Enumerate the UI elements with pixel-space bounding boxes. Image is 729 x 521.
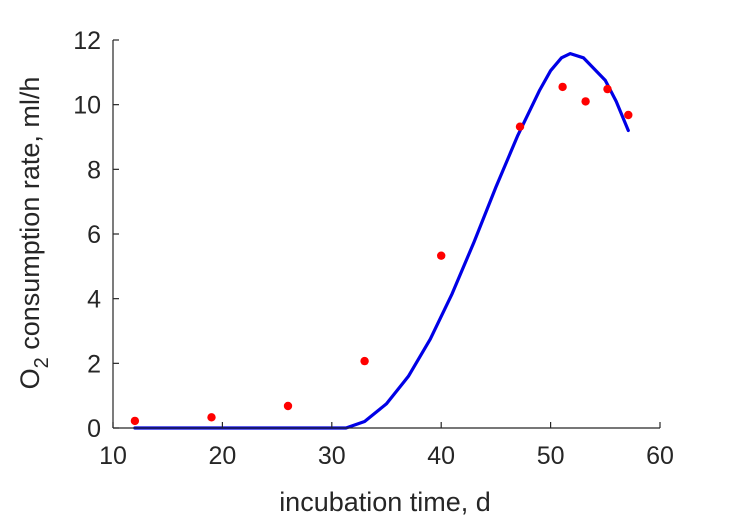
- data-point: [581, 97, 590, 106]
- y-tick-label: 8: [87, 156, 101, 184]
- x-tick-label: 20: [208, 442, 236, 470]
- y-axis-label: O2 consumption rate, ml/h: [15, 77, 53, 390]
- y-axis-label-subscript: 2: [31, 357, 53, 368]
- y-axis-label-rest: consumption rate, ml/h: [15, 77, 45, 358]
- y-tick-label: 0: [87, 415, 101, 443]
- y-tick-label: 12: [73, 27, 101, 55]
- data-point: [283, 401, 293, 411]
- x-tick-label: 60: [646, 442, 674, 470]
- y-tick-label: 10: [73, 92, 101, 120]
- x-tick-label: 10: [99, 442, 127, 470]
- data-point: [603, 84, 612, 94]
- x-tick-label: 40: [427, 442, 455, 470]
- axes: [112, 40, 660, 429]
- data-point: [558, 82, 567, 92]
- data-point: [437, 251, 446, 260]
- data-point: [624, 110, 633, 120]
- y-tick-label: 4: [87, 286, 101, 314]
- fit-curve: [133, 51, 630, 430]
- y-tick-label: 6: [87, 221, 101, 249]
- x-tick-label: 50: [537, 442, 565, 470]
- data-point: [515, 122, 525, 131]
- x-tick-label: 30: [318, 442, 346, 470]
- data-point: [130, 416, 140, 426]
- y-axis-label-main: O: [15, 368, 45, 389]
- y-ticks: 0 2 4 6 8 10 12: [73, 27, 119, 443]
- data-point: [207, 413, 216, 422]
- data-point: [360, 356, 369, 366]
- x-axis-label: incubation time, d: [279, 487, 491, 517]
- y-tick-label: 2: [87, 350, 101, 378]
- x-ticks: 10 20 30 40 50 60: [99, 422, 674, 470]
- plot-area: [130, 51, 633, 430]
